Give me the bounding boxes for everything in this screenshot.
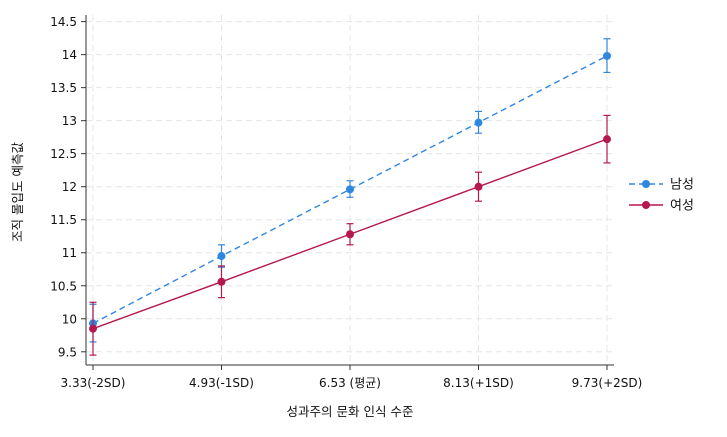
y-tick-label: 12 [62, 180, 77, 194]
data-point [603, 135, 611, 144]
x-tick-label: 9.73(+2SD) [572, 376, 643, 390]
x-ticks: 3.33(-2SD) 4.93(-1SD) 6.53 (평균) 8.13(+1SD) 9… [61, 365, 643, 390]
y-tick-label: 13.5 [50, 81, 77, 95]
y-axis-title: 조직 몰입도 예측값 [10, 142, 25, 242]
data-point [474, 118, 483, 127]
data-point [217, 252, 226, 261]
x-tick-label: 6.53 (평균) [319, 376, 381, 390]
x-tick-label: 3.33(-2SD) [61, 376, 126, 390]
grid [86, 15, 614, 365]
y-tick-label: 12.5 [50, 147, 77, 161]
plot-area [89, 38, 611, 356]
y-tick-label: 9.5 [58, 345, 77, 359]
data-point [89, 324, 97, 333]
x-axis-title: 성과주의 문화 인식 수준 [287, 404, 414, 419]
legend-marker-2 [642, 201, 650, 209]
legend-label-1: 남성 [670, 178, 694, 193]
data-point [346, 230, 354, 239]
series-line-1 [92, 55, 608, 325]
y-tick-label: 13 [62, 114, 77, 128]
y-tick-label: 11 [62, 246, 77, 260]
x-tick-label: 8.13(+1SD) [443, 376, 514, 390]
data-point [603, 51, 611, 60]
y-ticks: 9.5 10 10.5 11 11.5 12 12.5 13 13.5 14 14.5 [50, 15, 86, 359]
data-point [217, 277, 226, 286]
x-tick-label: 4.93(-1SD) [189, 376, 254, 390]
y-tick-label: 14 [62, 48, 77, 62]
data-point [346, 185, 354, 194]
y-tick-label: 11.5 [50, 213, 77, 227]
legend-label-2: 여성 [670, 199, 694, 214]
y-tick-label: 10.5 [50, 279, 77, 293]
y-tick-label: 14.5 [50, 15, 77, 29]
data-point [474, 182, 483, 191]
y-tick-label: 10 [62, 312, 77, 326]
legend-marker-1 [642, 180, 650, 188]
